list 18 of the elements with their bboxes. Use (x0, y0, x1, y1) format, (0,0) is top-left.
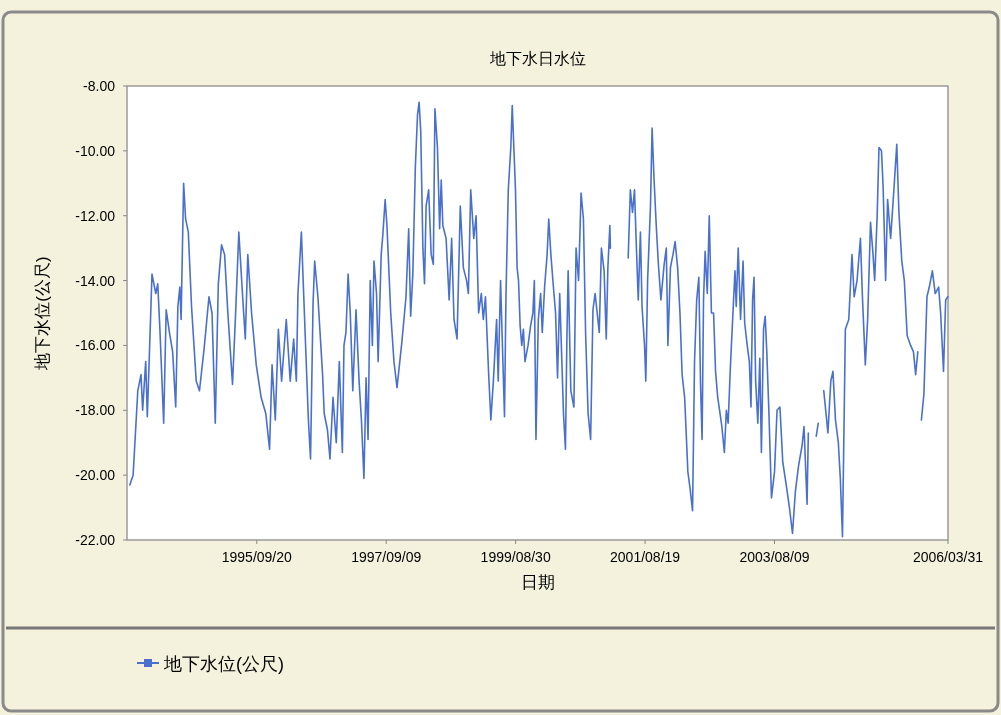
x-axis-title: 日期 (520, 573, 555, 592)
y-tick-label: -16.00 (75, 337, 116, 354)
chart-title: 地下水日水位 (488, 50, 586, 67)
x-tick-label: 1999/08/30 (480, 549, 551, 565)
y-tick-label: -10.00 (75, 142, 116, 159)
y-tick-label: -18.00 (75, 402, 116, 419)
y-tick-label: -8.00 (83, 78, 116, 94)
x-tick-label: 2006/03/31 (912, 549, 984, 565)
y-tick-label: -22.00 (75, 532, 116, 548)
x-tick-label: 1997/09/09 (351, 549, 422, 565)
x-tick-label: 2003/08/09 (739, 549, 810, 565)
y-tick-label: -12.00 (75, 207, 116, 224)
y-tick-label: -20.00 (75, 467, 116, 484)
y-axis-title: 地下水位(公尺) (33, 256, 52, 371)
x-tick-label: 1995/09/20 (221, 549, 293, 565)
y-tick-label: -14.00 (75, 272, 116, 289)
legend-label: 地下水位(公尺) (163, 654, 284, 674)
x-tick-label: 2001/08/19 (610, 549, 681, 565)
